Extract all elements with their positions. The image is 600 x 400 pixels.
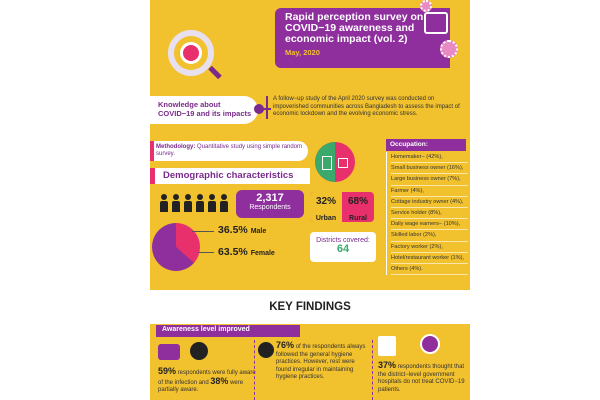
- megaphone-icon: [158, 344, 180, 360]
- infographic: Rapid perception survey on COVID−19 awar…: [150, 0, 470, 400]
- methodology-box: Methodology: Quantitative study using si…: [150, 141, 308, 161]
- respondents-count: 2,317: [256, 192, 284, 204]
- list-item: Hotel/restaurant worker (1%),: [391, 253, 468, 265]
- finding-3-text: respondents thought that the district−le…: [378, 364, 465, 393]
- female-pct: 63.5%: [218, 246, 248, 258]
- urban-rural-icon: [315, 142, 355, 182]
- person-icon: [184, 194, 192, 212]
- finding-1-text2: were partially aware.: [158, 379, 244, 394]
- methodology-text: Quantitative study using simple random s…: [156, 144, 303, 157]
- urban-label: Urban: [315, 215, 337, 222]
- districts-value: 64: [336, 243, 350, 255]
- list-item: Skilled labor (2%),: [391, 230, 468, 242]
- male-pct: 36.5%: [218, 224, 248, 236]
- rural-pct: 68%: [347, 196, 368, 207]
- female-label: Female: [250, 250, 275, 257]
- hygiene-icon: [258, 342, 274, 358]
- person-icon: [172, 194, 180, 212]
- broadcast-icon: [190, 342, 208, 360]
- pie-leader-female: [198, 252, 214, 253]
- list-item: Service holder (8%),: [391, 208, 468, 220]
- person-icon: [196, 194, 204, 212]
- occupation-title: Occupation:: [386, 139, 466, 151]
- list-item: Farmer (4%),: [391, 186, 468, 197]
- pill-icon: [420, 334, 440, 354]
- respondents-label: Respondents: [249, 204, 291, 211]
- finding-2-text: of the respondents always followed the g…: [276, 344, 366, 380]
- finding-hygiene: 76% of the respondents always followed t…: [276, 340, 366, 382]
- respondents-badge: 2,317 Respondents: [236, 190, 304, 218]
- urban-rural-box: 32% Urban 68% Rural: [310, 192, 374, 222]
- person-icon: [160, 194, 168, 212]
- virus-icon-small: [420, 0, 432, 12]
- list-item: Others (4%).: [391, 264, 468, 276]
- document-magnifier-icon: [424, 12, 448, 34]
- list-item: Large business owner (7%),: [391, 174, 468, 186]
- divider: [372, 340, 373, 400]
- survey-date: May, 2020: [285, 48, 320, 57]
- methodology-accent: [150, 141, 154, 161]
- finding-1-text: respondents were fully aware of the infe…: [158, 370, 256, 386]
- occupation-list: Homemaker− (42%), Small business owner (…: [386, 152, 468, 276]
- districts-box: Districts covered: 64: [310, 232, 376, 262]
- connector-dot: [254, 104, 264, 114]
- list-item: Small business owner (16%),: [391, 163, 468, 175]
- list-item: Factory worker (2%),: [391, 242, 468, 253]
- list-item: Homemaker− (42%),: [391, 152, 468, 164]
- target-magnifier-icon: [168, 30, 222, 80]
- rural-label: Rural: [349, 215, 367, 222]
- page-title: Rapid perception survey on COVID−19 awar…: [285, 11, 424, 45]
- finding-hospitals: 37% respondents thought that the distric…: [378, 360, 466, 394]
- male-label: Male: [250, 228, 267, 235]
- rural-stat: 68% Rural: [342, 192, 374, 222]
- female-stat: 63.5% Female: [218, 246, 275, 258]
- divider: [254, 340, 255, 400]
- title-banner: Rapid perception survey on COVID−19 awar…: [275, 8, 450, 68]
- person-icon: [220, 194, 228, 212]
- pie-leader-male: [192, 231, 214, 232]
- virus-icon: [440, 40, 458, 58]
- finding-1-pct2: 38%: [210, 375, 229, 386]
- urban-pct: 32%: [315, 196, 336, 207]
- knowledge-label: Knowledge about COVID−19 and its impacts: [150, 96, 258, 124]
- finding-1-pct: 59%: [158, 366, 177, 376]
- finding-awareness: 59% respondents were fully aware of the …: [158, 366, 258, 395]
- awareness-label: Awareness level improved: [156, 325, 300, 337]
- person-icon: [208, 194, 216, 212]
- key-findings-heading: KEY FINDINGS: [150, 290, 470, 324]
- people-icons: [160, 194, 228, 212]
- intro-text: A follow−up study of the April 2020 surv…: [266, 96, 466, 119]
- urban-stat: 32% Urban: [310, 192, 342, 222]
- male-stat: 36.5% Male: [218, 224, 266, 236]
- hospital-icon: [378, 336, 396, 356]
- list-item: Cottage industry owner (4%),: [391, 197, 468, 209]
- districts-label: Districts covered:: [316, 237, 370, 244]
- finding-2-pct: 76%: [276, 340, 295, 350]
- methodology-label: Methodology:: [156, 144, 196, 150]
- demographics-heading: Demographic characteristics: [150, 168, 310, 184]
- list-item: Daily wage earners− (10%),: [391, 219, 468, 231]
- finding-3-pct: 37%: [378, 360, 397, 370]
